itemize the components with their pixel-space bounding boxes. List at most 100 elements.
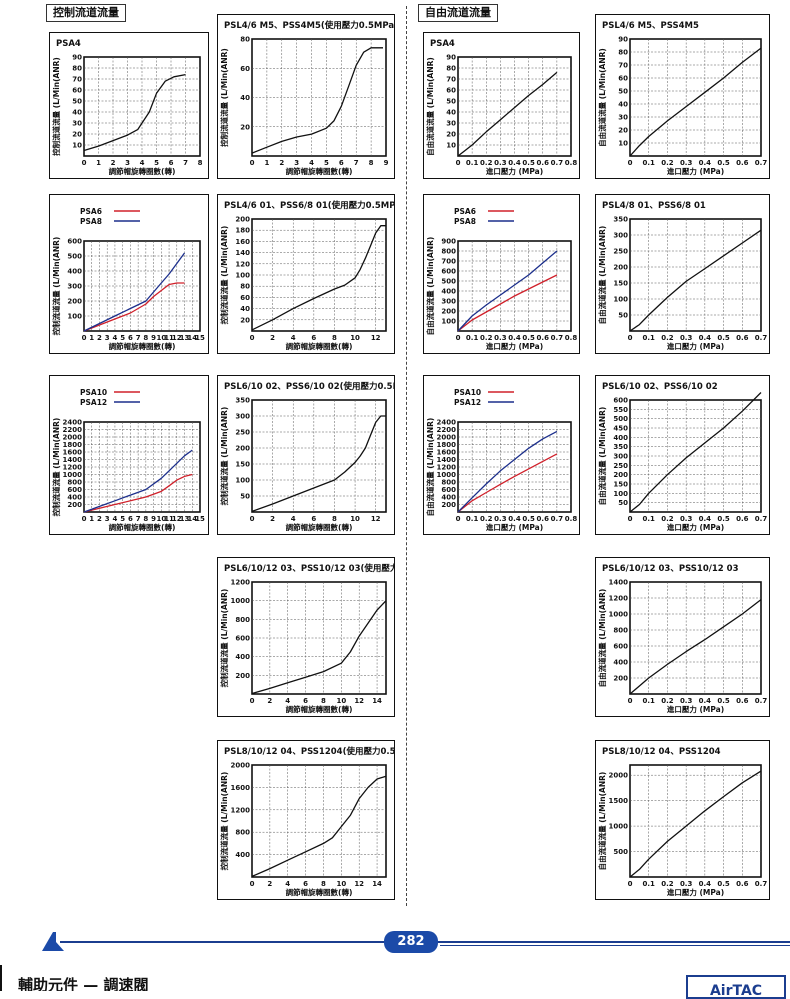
x-tick-label: 6 [303, 880, 308, 888]
y-tick-label: 100 [613, 490, 628, 498]
x-tick-label: 0.5 [522, 334, 535, 342]
x-tick-label: 14 [187, 515, 197, 523]
y-tick-label: 10 [72, 142, 82, 150]
chart-svg: PSA4 0 0.1 0.2 0.3 0.4 0.5 0.6 0.7 0.8 10 20 30 40 50 6… [425, 39, 577, 176]
y-tick-label: 600 [441, 268, 456, 276]
x-tick-label: 9 [151, 515, 156, 523]
x-tick-label: 0.3 [680, 697, 693, 705]
x-axis-label: 進口壓力 (MPa) [486, 522, 543, 532]
series-line-psl-03 [251, 600, 387, 695]
y-tick-label: 200 [613, 675, 628, 683]
section-tag-free: 自由流道流量 [418, 4, 498, 22]
y-tick-label: 500 [613, 415, 628, 423]
x-tick-label: 0 [456, 159, 461, 167]
chart-panel-c4: PSL4/6 01、PSS6/8 01(使用壓力0.5MPa) 0 2 4 6 8 10 12… [217, 194, 395, 354]
y-tick-label: 50 [618, 88, 628, 96]
y-tick-label: 200 [613, 471, 628, 479]
x-tick-label: 0.2 [480, 334, 493, 342]
x-tick-label: 0.5 [717, 334, 730, 342]
x-tick-label: 0.6 [537, 515, 550, 523]
y-tick-label: 60 [446, 87, 456, 95]
x-axis-label: 進口壓力 (MPa) [667, 887, 724, 897]
series-line-psl-01 [251, 225, 386, 331]
x-tick-label: 4 [291, 515, 296, 523]
x-tick-label: 7 [354, 159, 359, 167]
x-tick-label: 0.2 [480, 515, 493, 523]
y-tick-label: 1200 [609, 595, 629, 603]
x-tick-label: 10 [350, 334, 360, 342]
x-tick-label: 6 [169, 159, 174, 167]
y-tick-label: 800 [441, 248, 456, 256]
x-tick-label: 13 [180, 334, 190, 342]
series-line-psa10 [83, 473, 193, 513]
x-axis-label: 進口壓力 (MPa) [667, 166, 724, 176]
x-tick-label: 0.7 [755, 880, 768, 888]
chart-title: PSL4/6 M5、PSS4M5(使用壓力0.5MPa) [224, 20, 394, 31]
x-tick-label: 0 [250, 697, 255, 705]
x-axis-label: 調節帽旋轉圈數(轉) [286, 341, 353, 351]
x-axis-label: 進口壓力 (MPa) [486, 166, 543, 176]
x-tick-label: 1 [89, 334, 94, 342]
x-tick-label: 0.2 [661, 697, 674, 705]
y-tick-label: 1600 [437, 449, 457, 457]
series-line-psa8 [83, 252, 186, 332]
x-tick-label: 0.7 [755, 697, 768, 705]
chart-svg: PSL6/10/12 03、PSS10/12 03 0 0.1 0.2 0.3 0.4 0.… [597, 564, 768, 714]
y-tick-label: 50 [618, 312, 628, 320]
x-tick-label: 4 [285, 880, 290, 888]
chart-panel-f6: PSL6/10 02、PSS6/10 02 0 0.1 0.2 0.3 0.4 0.5 0.6… [595, 375, 770, 535]
chart-title: PSA4 [56, 39, 81, 49]
x-tick-label: 8 [143, 334, 148, 342]
x-tick-label: 0.1 [643, 159, 656, 167]
y-tick-label: 450 [613, 425, 628, 433]
y-tick-label: 140 [235, 249, 250, 257]
x-tick-label: 8 [321, 697, 326, 705]
series-line-psa4 [83, 73, 186, 152]
x-tick-label: 4 [285, 697, 290, 705]
y-tick-label: 80 [72, 65, 82, 73]
y-tick-label: 2000 [231, 762, 251, 770]
x-tick-label: 7 [136, 515, 141, 523]
chart-svg: PSL4/6 M5、PSS4M5(使用壓力0.5MPa) 0 1 2 3 4 5 6 7 8 9 20… [219, 20, 394, 176]
series-line-psl-m5 [251, 47, 383, 154]
x-tick-label: 0 [628, 159, 633, 167]
x-tick-label: 0 [628, 334, 633, 342]
chart-panel-f8: PSL8/10/12 04、PSS1204 0 0.1 0.2 0.3 0.4 0.5 0.6… [595, 740, 770, 900]
x-tick-label: 0.5 [717, 515, 730, 523]
y-tick-label: 1600 [63, 449, 83, 457]
y-tick-label: 800 [613, 627, 628, 635]
y-axis-label: 自由流道流量 (L/Min(ANR) [597, 772, 607, 871]
x-tick-label: 0.1 [643, 697, 656, 705]
x-tick-label: 2 [270, 515, 275, 523]
y-tick-label: 40 [446, 109, 456, 117]
y-tick-label: 20 [618, 127, 628, 135]
x-tick-label: 0.8 [565, 515, 578, 523]
x-tick-label: 0.7 [551, 159, 564, 167]
y-tick-label: 300 [613, 453, 628, 461]
chart-panel-c2: PSL4/6 M5、PSS4M5(使用壓力0.5MPa) 0 1 2 3 4 5 6 7 8 9 20… [217, 14, 395, 179]
footer-rule-thin [440, 945, 790, 946]
y-tick-label: 600 [235, 635, 250, 643]
x-tick-label: 2 [279, 159, 284, 167]
y-tick-label: 200 [235, 672, 250, 680]
chart-svg: PSL8/10/12 04、PSS1204 0 0.1 0.2 0.3 0.4 0.5 0.6… [597, 747, 768, 897]
section-footer-title: 輔助元件 — 調速閥 [0, 965, 318, 991]
x-axis-label: 進口壓力 (MPa) [486, 341, 543, 351]
series-line-psa6 [457, 274, 558, 332]
x-tick-label: 0.8 [565, 334, 578, 342]
y-axis-label: 控制流道流量 (L/Min(ANR) [51, 418, 61, 517]
chart-title: PSA4 [430, 39, 455, 49]
x-tick-label: 0.1 [466, 334, 479, 342]
y-tick-label: 550 [613, 406, 628, 414]
y-tick-label: 1200 [231, 806, 251, 814]
y-tick-label: 1200 [63, 464, 83, 472]
x-tick-label: 4 [309, 159, 314, 167]
y-tick-label: 10 [446, 142, 456, 150]
x-tick-label: 14 [372, 697, 382, 705]
y-tick-label: 1000 [437, 471, 457, 479]
x-tick-label: 0 [456, 515, 461, 523]
chart-panel-c7: PSL6/10/12 03、PSS10/12 03(使用壓力0.5MPa) 0 2 4… [217, 557, 395, 717]
y-tick-label: 50 [240, 493, 250, 501]
x-tick-label: 0.4 [508, 515, 521, 523]
